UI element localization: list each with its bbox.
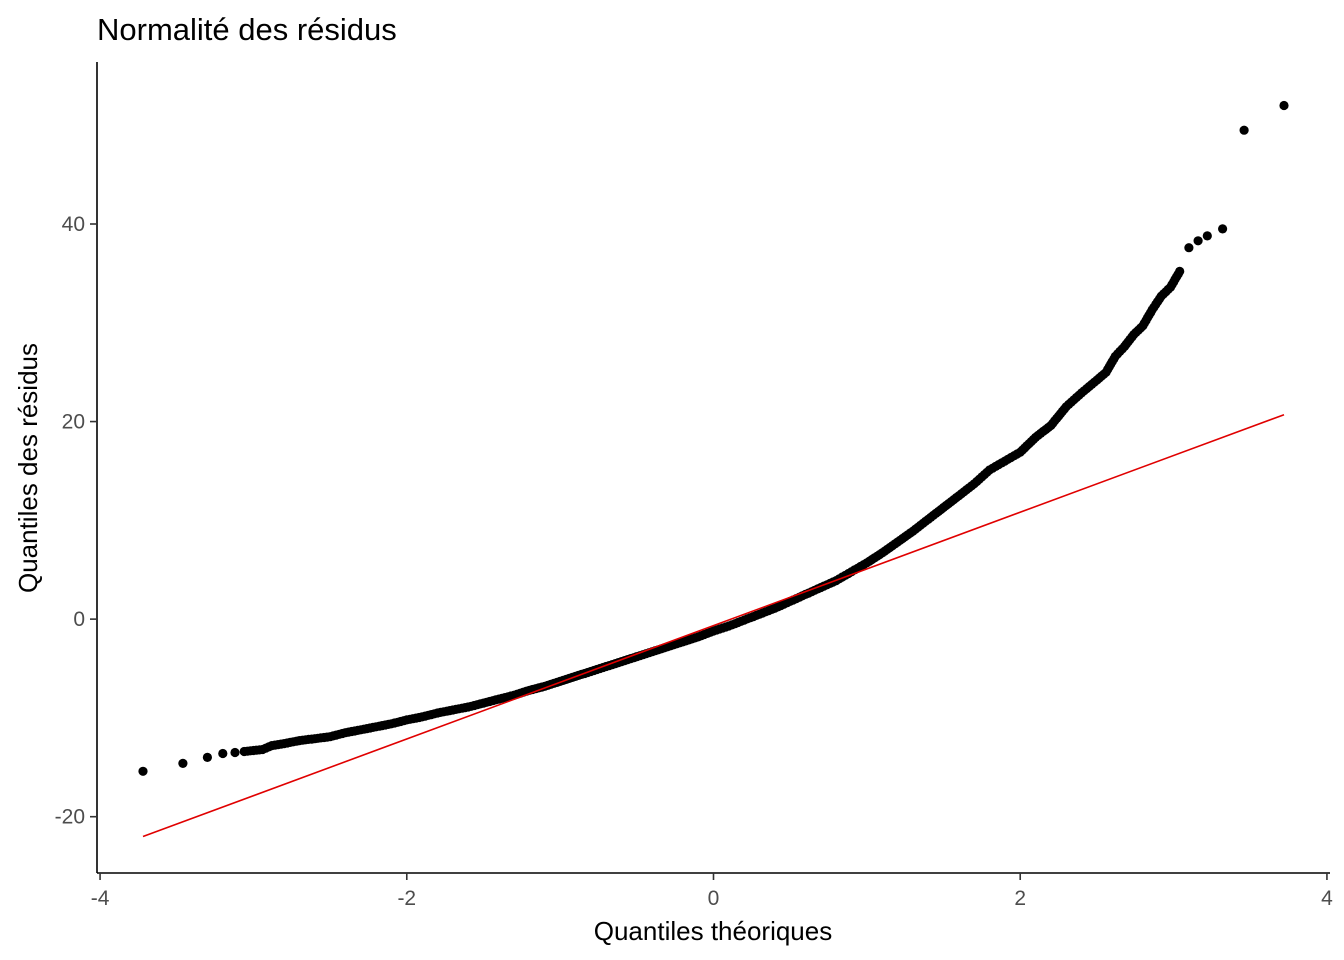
chart-title: Normalité des résidus — [97, 12, 397, 47]
data-point — [1218, 224, 1228, 234]
data-point — [1173, 269, 1183, 279]
x-tick-label: -2 — [397, 887, 416, 910]
y-tick-label: 40 — [62, 213, 85, 236]
data-point — [202, 752, 212, 763]
x-axis-title: Quantiles théoriques — [594, 916, 832, 946]
x-tick-label: 2 — [1014, 887, 1026, 910]
y-tick-label: 0 — [73, 608, 85, 631]
data-point — [1239, 125, 1249, 135]
data-point — [138, 766, 148, 776]
y-axis-ticks: -20 0 20 40 — [55, 213, 97, 829]
data-point — [1279, 100, 1289, 111]
x-tick-label: 4 — [1321, 887, 1333, 910]
plot-area — [138, 100, 1289, 838]
data-point — [1202, 231, 1212, 241]
data-point — [1193, 236, 1203, 246]
data-point — [218, 748, 228, 759]
x-tick-label: 0 — [708, 887, 720, 910]
data-point — [178, 758, 188, 769]
x-tick-label: -4 — [91, 887, 110, 910]
x-axis-ticks: -4 -2 0 2 4 — [91, 873, 1333, 910]
y-tick-label: -20 — [55, 806, 85, 829]
data-point — [230, 747, 240, 758]
y-axis-title: Quantiles des résidus — [13, 343, 43, 593]
reference-line — [142, 413, 1285, 838]
y-tick-label: 20 — [62, 411, 85, 434]
data-point — [1184, 243, 1194, 253]
